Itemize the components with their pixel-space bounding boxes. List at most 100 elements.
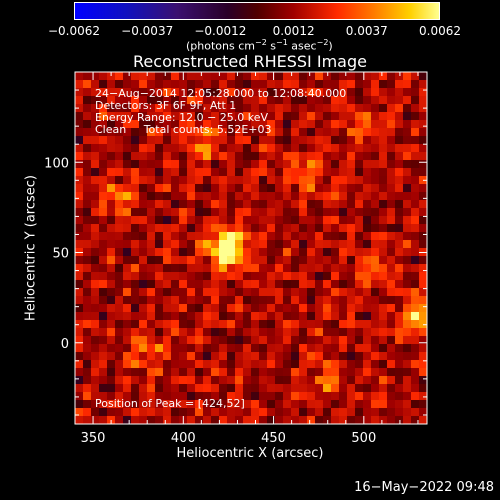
heatmap-cell <box>315 384 324 393</box>
heatmap-cell <box>251 160 260 169</box>
heatmap-cell <box>227 72 236 81</box>
heatmap-cell <box>115 144 124 153</box>
heatmap-cell <box>219 192 228 201</box>
heatmap-cell <box>115 168 124 177</box>
heatmap-cell <box>171 168 180 177</box>
heatmap-cell <box>203 272 212 281</box>
heatmap-cell <box>307 88 316 97</box>
heatmap-cell <box>187 104 196 113</box>
heatmap-cell <box>307 96 316 105</box>
heatmap-cell <box>75 384 84 393</box>
heatmap-cell <box>243 272 252 281</box>
heatmap-cell <box>99 176 108 185</box>
heatmap-cell <box>331 312 340 321</box>
heatmap-cell <box>235 224 244 233</box>
heatmap-cell <box>147 72 156 81</box>
heatmap-cell <box>107 176 116 185</box>
heatmap-cell <box>411 88 420 97</box>
heatmap-cell <box>187 312 196 321</box>
heatmap-cell <box>147 152 156 161</box>
heatmap-cell <box>163 160 172 169</box>
heatmap-cell <box>307 72 316 81</box>
heatmap-cell <box>259 264 268 273</box>
heatmap-cell <box>147 360 156 369</box>
heatmap-cell <box>355 328 364 337</box>
heatmap-cell <box>211 112 220 121</box>
heatmap-cell <box>315 264 324 273</box>
heatmap-cell <box>139 72 148 81</box>
heatmap-cell <box>267 400 276 409</box>
heatmap-cell <box>75 160 84 169</box>
heatmap-cell <box>419 400 428 409</box>
heatmap-cell <box>339 376 348 385</box>
heatmap-cell <box>283 216 292 225</box>
heatmap-cell <box>283 408 292 417</box>
heatmap-cell <box>163 400 172 409</box>
y-tick-label: 100 <box>44 156 69 171</box>
heatmap-cell <box>155 256 164 265</box>
heatmap-cell <box>91 360 100 369</box>
heatmap-cell <box>419 224 428 233</box>
heatmap-cell <box>107 200 116 209</box>
heatmap-cell <box>83 344 92 353</box>
heatmap-cell <box>291 400 300 409</box>
heatmap-cell <box>163 416 172 425</box>
heatmap-cell <box>211 192 220 201</box>
heatmap-cell <box>243 344 252 353</box>
heatmap-cell <box>315 232 324 241</box>
heatmap-cell <box>379 368 388 377</box>
heatmap-cell <box>323 128 332 137</box>
heatmap-cell <box>107 112 116 121</box>
heatmap-cell <box>355 128 364 137</box>
heatmap-cell <box>83 264 92 273</box>
heatmap-cell <box>259 176 268 185</box>
heatmap-cell <box>187 192 196 201</box>
heatmap-cell <box>387 304 396 313</box>
heatmap-cell <box>307 384 316 393</box>
heatmap-cell <box>83 136 92 145</box>
heatmap-cell <box>155 128 164 137</box>
heatmap-cell <box>155 200 164 209</box>
heatmap-cell <box>211 200 220 209</box>
heatmap-cell <box>403 248 412 257</box>
heatmap-cell <box>307 192 316 201</box>
heatmap-cell <box>275 256 284 265</box>
heatmap-cell <box>283 416 292 425</box>
heatmap-cell <box>403 288 412 297</box>
heatmap-cell <box>195 328 204 337</box>
heatmap-cell <box>363 408 372 417</box>
heatmap-cell <box>83 80 92 89</box>
heatmap-cell <box>123 224 132 233</box>
heatmap-cell <box>227 128 236 137</box>
heatmap-cell <box>275 176 284 185</box>
heatmap-cell <box>131 384 140 393</box>
heatmap-cell <box>315 400 324 409</box>
heatmap-cell <box>235 128 244 137</box>
heatmap-cell <box>155 208 164 217</box>
heatmap-cell <box>195 104 204 113</box>
heatmap-cell <box>203 128 212 137</box>
heatmap-cell <box>355 240 364 249</box>
heatmap-cell <box>91 376 100 385</box>
heatmap-cell <box>243 248 252 257</box>
heatmap-cell <box>267 248 276 257</box>
heatmap-cell <box>371 80 380 89</box>
heatmap-cell <box>83 368 92 377</box>
heatmap-cell <box>195 384 204 393</box>
heatmap-cell <box>155 288 164 297</box>
heatmap-cell <box>115 312 124 321</box>
heatmap-cell <box>411 216 420 225</box>
heatmap-cell <box>227 408 236 417</box>
heatmap-cell <box>123 72 132 81</box>
heatmap-cell <box>299 256 308 265</box>
heatmap-cell <box>131 72 140 81</box>
heatmap-cell <box>227 104 236 113</box>
heatmap-cell <box>323 112 332 121</box>
heatmap-cell <box>411 80 420 89</box>
heatmap-cell <box>203 328 212 337</box>
heatmap-cell <box>139 104 148 113</box>
heatmap-cell <box>259 104 268 113</box>
heatmap-cell <box>275 248 284 257</box>
heatmap-cell <box>227 216 236 225</box>
heatmap-cell <box>251 152 260 161</box>
